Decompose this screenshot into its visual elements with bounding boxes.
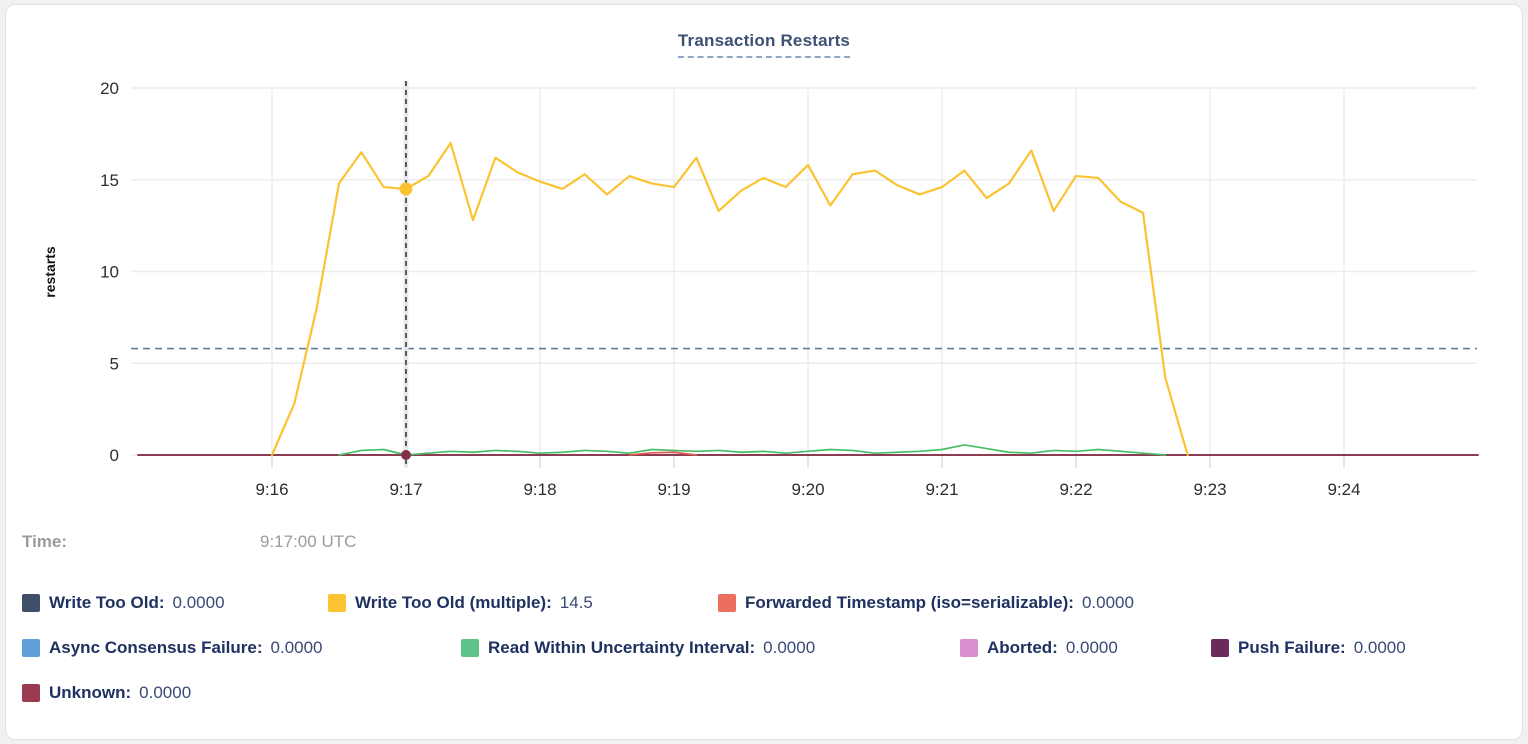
legend-row-2: Async Consensus Failure: 0.0000 Read Wit…	[6, 638, 1522, 662]
legend-value: 0.0000	[172, 593, 225, 612]
legend-label: Aborted:	[987, 638, 1058, 657]
legend-item-unknown[interactable]: Unknown: 0.0000	[22, 683, 191, 703]
svg-text:restarts: restarts	[42, 246, 58, 298]
svg-text:10: 10	[100, 263, 119, 282]
write-too-old-swatch-icon	[22, 594, 40, 612]
svg-text:9:22: 9:22	[1059, 480, 1092, 499]
legend-label: Write Too Old (multiple):	[355, 593, 552, 612]
svg-text:9:21: 9:21	[925, 480, 958, 499]
legend-item-async-consensus-failure[interactable]: Async Consensus Failure: 0.0000	[22, 638, 323, 658]
unknown-swatch-icon	[22, 684, 40, 702]
legend-value: 0.0000	[1353, 638, 1406, 657]
svg-text:9:24: 9:24	[1327, 480, 1360, 499]
chart-card: 0 5 10 15 20 9:16 9:17 9:18 9:19 9:20 9:21 9:22 9:23…	[5, 4, 1523, 740]
legend-label: Push Failure:	[1238, 638, 1346, 657]
legend-value: 14.5	[559, 593, 593, 612]
svg-text:15: 15	[100, 171, 119, 190]
legend-label: Forwarded Timestamp (iso=serializable):	[745, 593, 1074, 612]
hover-time-value: 9:17:00 UTC	[260, 532, 357, 551]
svg-text:9:23: 9:23	[1193, 480, 1226, 499]
legend-item-read-within-uncertainty[interactable]: Read Within Uncertainty Interval: 0.0000	[461, 638, 815, 658]
svg-text:0: 0	[110, 446, 119, 465]
legend-value: 0.0000	[1081, 593, 1134, 612]
push-failure-swatch-icon	[1211, 639, 1229, 657]
legend-row-3: Unknown: 0.0000	[6, 683, 1522, 707]
legend-item-push-failure[interactable]: Push Failure: 0.0000	[1211, 638, 1406, 658]
transaction-restarts-line-chart[interactable]: 0 5 10 15 20 9:16 9:17 9:18 9:19 9:20 9:21 9:22 9:23…	[6, 5, 1522, 520]
legend-label: Read Within Uncertainty Interval:	[488, 638, 756, 657]
legend-item-forwarded-timestamp[interactable]: Forwarded Timestamp (iso=serializable): …	[718, 593, 1134, 613]
chart-title[interactable]: Transaction Restarts	[677, 31, 851, 58]
legend-label: Write Too Old:	[49, 593, 165, 612]
hover-time-label: Time:	[22, 532, 68, 551]
aborted-swatch-icon	[960, 639, 978, 657]
legend-value: 0.0000	[139, 683, 192, 702]
async-consensus-failure-swatch-icon	[22, 639, 40, 657]
svg-text:9:18: 9:18	[523, 480, 556, 499]
svg-text:9:16: 9:16	[255, 480, 288, 499]
legend-label: Unknown:	[49, 683, 132, 702]
chart-header: Transaction Restarts	[6, 31, 1522, 58]
legend-item-write-too-old[interactable]: Write Too Old: 0.0000	[22, 593, 225, 613]
write-too-old-multiple-swatch-icon	[328, 594, 346, 612]
legend-value: 0.0000	[1065, 638, 1118, 657]
svg-text:9:19: 9:19	[657, 480, 690, 499]
legend-item-aborted[interactable]: Aborted: 0.0000	[960, 638, 1118, 658]
forwarded-timestamp-swatch-icon	[718, 594, 736, 612]
svg-text:9:20: 9:20	[791, 480, 824, 499]
hover-time-row: Time: 9:17:00 UTC	[22, 532, 356, 552]
legend-label: Async Consensus Failure:	[49, 638, 263, 657]
legend-row-1: Write Too Old: 0.0000 Write Too Old (mul…	[6, 593, 1522, 617]
read-within-uncertainty-swatch-icon	[461, 639, 479, 657]
legend-value: 0.0000	[270, 638, 323, 657]
legend-item-write-too-old-multiple[interactable]: Write Too Old (multiple): 14.5	[328, 593, 593, 613]
svg-text:20: 20	[100, 79, 119, 98]
svg-text:9:17: 9:17	[389, 480, 422, 499]
legend-value: 0.0000	[763, 638, 816, 657]
svg-text:5: 5	[110, 354, 119, 373]
